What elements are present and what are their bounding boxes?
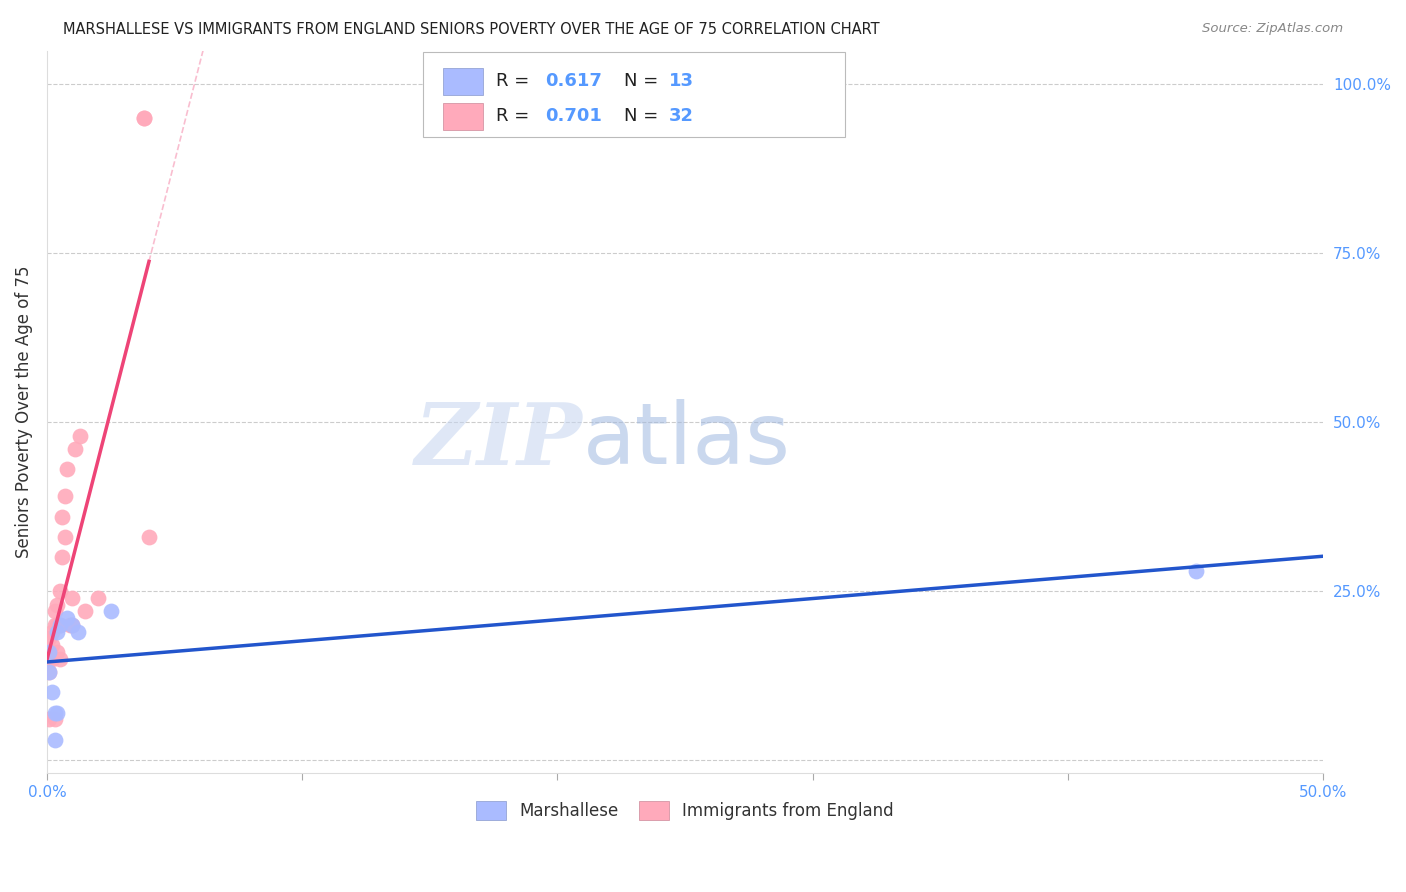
Point <box>38 712 60 726</box>
Text: MARSHALLESE VS IMMIGRANTS FROM ENGLAND SENIORS POVERTY OVER THE AGE OF 75 CORREL: MARSHALLESE VS IMMIGRANTS FROM ENGLAND S… <box>63 22 880 37</box>
Point <box>48 617 70 632</box>
Point <box>87 591 110 605</box>
Point <box>46 598 69 612</box>
Point <box>44 706 66 720</box>
Text: N =: N = <box>624 107 664 126</box>
Point <box>75 604 97 618</box>
Point <box>69 428 91 442</box>
Point <box>41 624 63 639</box>
Point <box>38 665 60 679</box>
Point <box>100 604 122 618</box>
Point <box>132 112 155 126</box>
Point <box>48 651 70 665</box>
Point <box>53 490 76 504</box>
Point <box>62 617 84 632</box>
Point <box>51 550 73 565</box>
Point <box>62 591 84 605</box>
Point <box>46 617 69 632</box>
Point <box>132 112 155 126</box>
Text: 13: 13 <box>668 72 693 90</box>
Point <box>51 509 73 524</box>
Point <box>41 651 63 665</box>
Point <box>44 617 66 632</box>
Text: N =: N = <box>624 72 664 90</box>
Point <box>48 584 70 599</box>
Point <box>1184 564 1206 578</box>
FancyBboxPatch shape <box>443 103 484 130</box>
Point <box>66 624 89 639</box>
Text: 32: 32 <box>668 107 693 126</box>
Point <box>53 530 76 544</box>
Point <box>41 638 63 652</box>
Text: Source: ZipAtlas.com: Source: ZipAtlas.com <box>1202 22 1343 36</box>
Point <box>56 611 79 625</box>
Point <box>56 462 79 476</box>
Text: 0.701: 0.701 <box>544 107 602 126</box>
Point <box>38 645 60 659</box>
Point <box>63 442 86 457</box>
Text: atlas: atlas <box>583 400 792 483</box>
Point <box>138 530 160 544</box>
Legend: Marshallese, Immigrants from England: Marshallese, Immigrants from England <box>470 794 900 827</box>
Point <box>44 712 66 726</box>
Text: 0.617: 0.617 <box>544 72 602 90</box>
Point <box>62 617 84 632</box>
Point <box>38 645 60 659</box>
Point <box>48 617 70 632</box>
Point <box>44 732 66 747</box>
Point <box>46 624 69 639</box>
Point <box>46 645 69 659</box>
Point <box>38 632 60 646</box>
Point <box>38 665 60 679</box>
Text: ZIP: ZIP <box>415 400 583 483</box>
Point <box>41 685 63 699</box>
Point <box>46 706 69 720</box>
FancyBboxPatch shape <box>423 52 845 137</box>
Point <box>59 617 82 632</box>
Point <box>38 651 60 665</box>
Text: R =: R = <box>496 72 536 90</box>
Point <box>44 604 66 618</box>
Text: R =: R = <box>496 107 536 126</box>
Y-axis label: Seniors Poverty Over the Age of 75: Seniors Poverty Over the Age of 75 <box>15 266 32 558</box>
FancyBboxPatch shape <box>443 68 484 95</box>
